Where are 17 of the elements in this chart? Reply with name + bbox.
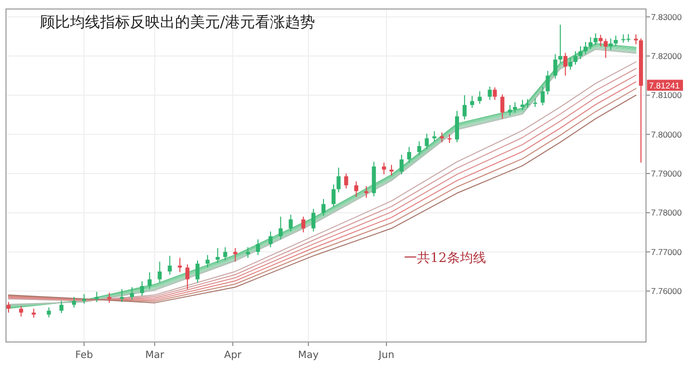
y-tick-label: 7.77000 — [651, 246, 682, 257]
y-tick-label: 7.79000 — [651, 168, 682, 179]
x-tick-label: Jun — [378, 350, 394, 361]
x-tick-label: Apr — [224, 350, 242, 361]
annotation: 一共12条均线 — [404, 251, 486, 266]
y-tick-label: 7.82000 — [651, 51, 682, 61]
y-tick-label: 7.78000 — [651, 208, 682, 218]
title: 顾比均线指标反映出的美元/港元看涨趋势 — [40, 13, 316, 31]
y-tick-label: 7.76000 — [651, 286, 682, 296]
y-tick-label: 7.80000 — [651, 129, 682, 140]
x-tick-label: May — [298, 350, 319, 361]
y-tick-label: 7.81000 — [651, 90, 682, 100]
y-tick-label: 7.83000 — [651, 12, 682, 22]
annotation: 7.81241 — [648, 80, 680, 91]
x-tick-label: Mar — [145, 350, 164, 361]
annotation: 7.81241 — [646, 80, 683, 91]
x-tick-label: Feb — [75, 350, 93, 361]
